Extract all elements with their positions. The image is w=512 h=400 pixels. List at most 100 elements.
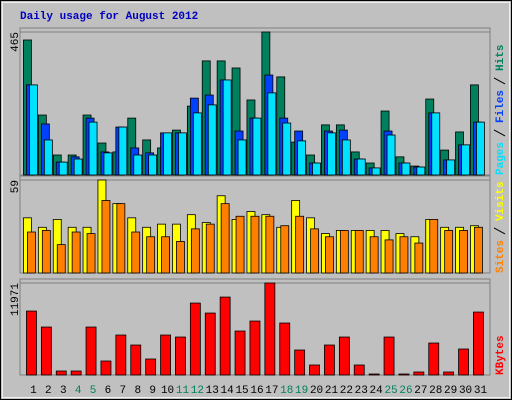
bar xyxy=(327,132,336,176)
legend: Sites Visits xyxy=(493,181,507,273)
bar xyxy=(443,371,455,376)
x-tick-label: 30 xyxy=(459,385,472,397)
x-tick-label: 14 xyxy=(221,385,235,397)
bar xyxy=(476,121,485,176)
bar xyxy=(249,320,261,376)
bar xyxy=(267,92,277,176)
bar xyxy=(58,161,68,176)
x-tick-label: 20 xyxy=(310,385,323,397)
bar xyxy=(26,310,37,376)
legend-label: Sites xyxy=(495,240,507,273)
bar xyxy=(235,215,245,274)
x-tick-label: 13 xyxy=(206,385,219,397)
bar xyxy=(220,203,230,274)
bar xyxy=(207,104,217,176)
bar xyxy=(444,230,454,274)
bar xyxy=(190,228,200,274)
bar xyxy=(341,139,351,176)
bar xyxy=(356,158,366,176)
bar xyxy=(401,162,411,176)
x-tick-label: 5 xyxy=(90,385,97,397)
bar xyxy=(398,373,410,376)
bar xyxy=(234,330,246,376)
bar xyxy=(41,230,51,274)
legend-separator xyxy=(493,227,506,235)
bar xyxy=(428,342,440,376)
legend-label: Hits xyxy=(495,45,507,71)
x-tick-label: 1 xyxy=(30,385,37,397)
bar xyxy=(429,219,439,274)
bar xyxy=(294,349,306,376)
bar xyxy=(205,223,215,274)
legend-label: Visits xyxy=(495,181,507,221)
bar xyxy=(219,296,231,376)
bar xyxy=(297,140,307,176)
bar xyxy=(27,231,36,274)
bar xyxy=(116,203,126,274)
x-tick-label: 29 xyxy=(444,385,457,397)
bar xyxy=(459,230,468,274)
legend: KBytes xyxy=(495,335,507,375)
bar xyxy=(414,242,424,274)
bar xyxy=(73,158,83,176)
bar xyxy=(353,364,365,376)
legend-separator xyxy=(493,129,506,137)
bar xyxy=(354,230,364,274)
bar xyxy=(29,84,38,176)
x-tick-label: 3 xyxy=(60,385,67,397)
y-tick-label: 11971 xyxy=(10,283,22,316)
bar xyxy=(295,215,305,274)
bar xyxy=(101,200,111,274)
x-tick-label: 27 xyxy=(414,385,427,397)
y-tick-label: 465 xyxy=(10,32,22,52)
x-tick-label: 7 xyxy=(120,385,127,397)
bar xyxy=(386,134,396,176)
bar xyxy=(368,373,380,376)
bar xyxy=(250,215,260,274)
bar xyxy=(474,226,483,274)
bar xyxy=(204,312,216,376)
bar xyxy=(458,348,469,376)
x-tick-label: 25 xyxy=(384,385,397,397)
x-tick-label: 4 xyxy=(75,385,82,397)
bar xyxy=(324,344,335,376)
bar xyxy=(100,360,112,376)
bar xyxy=(265,215,275,274)
x-tick-label: 16 xyxy=(250,385,263,397)
legend-separator xyxy=(493,77,506,85)
bar xyxy=(279,322,291,376)
bar xyxy=(115,334,127,376)
bar xyxy=(146,236,156,274)
x-tick-label: 11 xyxy=(176,385,190,397)
x-tick-label: 22 xyxy=(340,385,353,397)
bar xyxy=(282,122,292,176)
bar xyxy=(71,231,81,274)
bar xyxy=(148,154,158,176)
bar xyxy=(237,139,247,176)
bar xyxy=(163,132,172,176)
chart-title: Daily usage for August 2012 xyxy=(20,11,198,23)
bar xyxy=(473,311,484,376)
bar xyxy=(264,282,276,376)
bar xyxy=(192,112,202,176)
x-tick-label: 12 xyxy=(191,385,204,397)
bar xyxy=(189,302,201,376)
x-tick-label: 17 xyxy=(265,385,278,397)
legend: Pages Files Hits xyxy=(493,45,507,175)
bar xyxy=(85,326,97,376)
x-tick-label: 8 xyxy=(134,385,141,397)
x-tick-label: 9 xyxy=(149,385,156,397)
bar xyxy=(133,154,143,176)
bar xyxy=(88,121,98,176)
bar xyxy=(446,159,456,176)
x-tick-label: 26 xyxy=(399,385,412,397)
x-tick-label: 18 xyxy=(280,385,293,397)
y-tick-label: 59 xyxy=(10,180,22,193)
x-tick-label: 23 xyxy=(355,385,368,397)
bar xyxy=(384,239,394,274)
bar xyxy=(55,370,67,376)
bar xyxy=(130,344,142,376)
bar xyxy=(161,236,170,274)
